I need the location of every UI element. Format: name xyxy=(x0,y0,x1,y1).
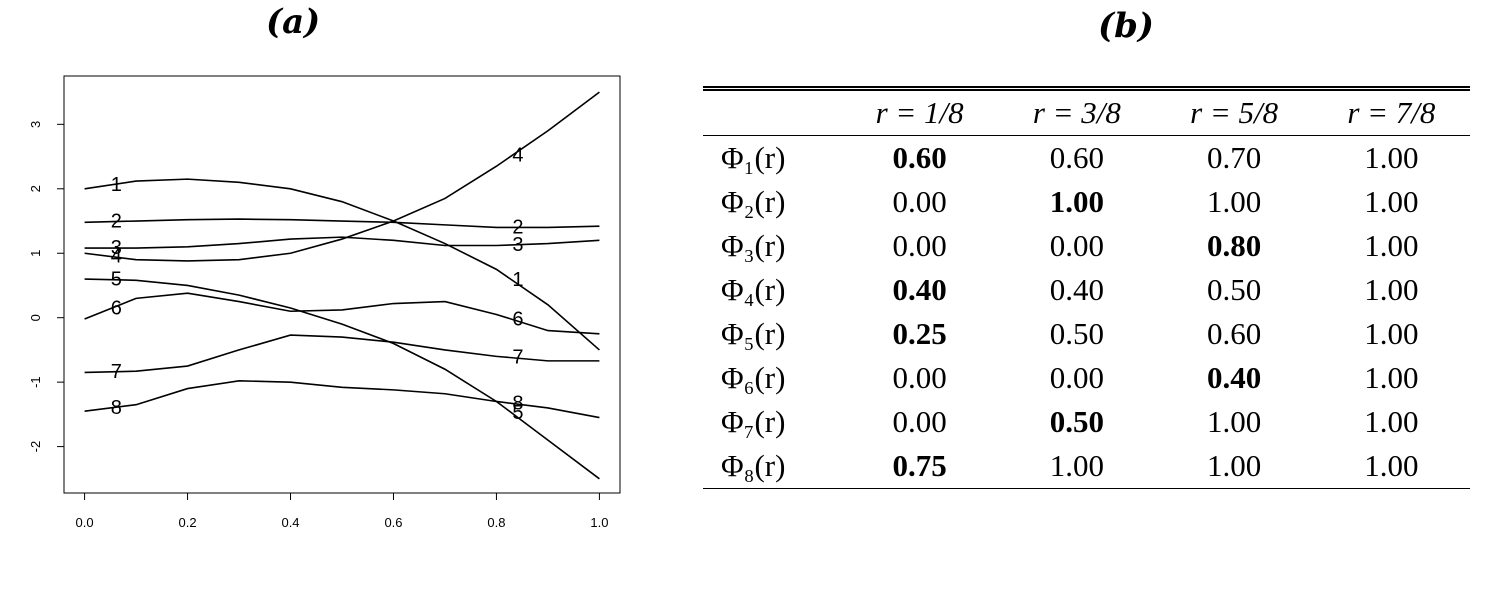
x-tick-label: 0.8 xyxy=(487,515,505,530)
cell: 1.00 xyxy=(1207,184,1262,219)
series-label: 8 xyxy=(512,392,523,414)
series-label: 6 xyxy=(512,308,523,330)
row-label: Φ₂(r) xyxy=(721,184,786,219)
cell: 0.50 xyxy=(1049,404,1104,439)
series-label: 6 xyxy=(111,298,122,320)
series-label: 2 xyxy=(512,216,523,238)
row-label: Φ₁(r) xyxy=(721,140,786,175)
cell: 1.00 xyxy=(1207,404,1262,439)
column-header: r = 5/8 xyxy=(1155,88,1313,136)
cell: 0.00 xyxy=(1049,228,1104,263)
line xyxy=(84,278,600,480)
line xyxy=(84,380,600,419)
cell: 0.70 xyxy=(1207,140,1262,175)
plot-frame xyxy=(63,75,621,494)
cell: 0.60 xyxy=(892,140,947,175)
y-tick-label: 0 xyxy=(28,314,43,321)
row: Φ₄(r) 0.40 0.40 0.50 1.00 xyxy=(703,268,1470,312)
y-tick-label: -1 xyxy=(28,376,43,388)
cell: 0.80 xyxy=(1207,228,1262,263)
row: Φ₃(r) 0.00 0.00 0.80 1.00 xyxy=(703,224,1470,268)
line xyxy=(84,236,600,249)
line xyxy=(84,178,600,351)
x-tick-label: 0.6 xyxy=(384,515,402,530)
cell: 1.00 xyxy=(1364,184,1419,219)
cell: 1.00 xyxy=(1364,316,1419,351)
cell: 1.00 xyxy=(1364,404,1419,439)
cell: 1.00 xyxy=(1049,184,1104,219)
x-tick-label: 0.2 xyxy=(179,515,197,530)
cell: 0.75 xyxy=(841,444,999,489)
series-label: 2 xyxy=(111,211,122,233)
x-tick-label: 0.4 xyxy=(281,515,299,530)
cell: 0.00 xyxy=(892,228,947,263)
cell: 0.60 xyxy=(1049,140,1104,175)
cell: 0.00 xyxy=(892,404,947,439)
series-label: 7 xyxy=(512,347,523,369)
row-label: Φ₃(r) xyxy=(721,228,786,263)
cell: 0.50 xyxy=(1049,316,1104,351)
cell: 1.00 xyxy=(1364,140,1419,175)
row: Φ₆(r) 0.00 0.00 0.40 1.00 xyxy=(703,356,1470,400)
series-label: 5 xyxy=(111,269,122,291)
cell: 0.40 xyxy=(1049,272,1104,307)
cell: 0.50 xyxy=(1207,272,1262,307)
series-label: 4 xyxy=(111,245,122,267)
chart-title: (a) xyxy=(266,2,321,42)
series-label: 1 xyxy=(512,269,523,291)
x-tick-label: 0.0 xyxy=(76,515,94,530)
cell: 0.25 xyxy=(892,316,947,351)
cell: 0.00 xyxy=(892,360,947,395)
row: Φ₈(r) 0.75 1.00 1.00 1.00 xyxy=(703,444,1470,489)
table: r = 1/8 r = 3/8 r = 5/8 r = 7/8 Φ₁(r) 0.60 0.6… xyxy=(703,86,1470,489)
column-header: r = 3/8 xyxy=(998,88,1156,136)
cell: 1.00 xyxy=(1364,360,1419,395)
cell: 0.60 xyxy=(1207,316,1262,351)
y-tick-label: -2 xyxy=(28,441,43,453)
x-tick-label: 1.0 xyxy=(590,515,608,530)
line xyxy=(84,292,600,335)
cell: 1.00 xyxy=(1364,228,1419,263)
row: Φ₁(r) 0.60 0.60 0.70 1.00 xyxy=(703,136,1470,181)
row-label: Φ₈(r) xyxy=(703,444,841,489)
table-title: (b) xyxy=(1098,6,1154,46)
y-tick-label: 3 xyxy=(28,121,43,128)
series-label: 3 xyxy=(512,234,523,256)
series-label: 7 xyxy=(111,361,122,383)
cell: 1.00 xyxy=(1364,272,1419,307)
y-tick-label: 2 xyxy=(28,185,43,192)
row-label: Φ₄(r) xyxy=(721,272,786,307)
y-tick-label: 1 xyxy=(28,250,43,257)
cell: 1.00 xyxy=(998,444,1156,489)
row: Φ₂(r) 0.00 1.00 1.00 1.00 xyxy=(703,180,1470,224)
series-label: 1 xyxy=(111,174,122,196)
row-label: Φ₅(r) xyxy=(721,316,786,351)
corner xyxy=(703,88,841,136)
cell: 1.00 xyxy=(1312,444,1470,489)
header-row: r = 1/8 r = 3/8 r = 5/8 r = 7/8 xyxy=(703,88,1470,136)
series-label: 3 xyxy=(111,237,122,259)
series-label: 5 xyxy=(512,402,523,424)
cell: 0.40 xyxy=(1207,360,1262,395)
series-label: 4 xyxy=(512,145,523,167)
row: Φ₇(r) 0.00 0.50 1.00 1.00 xyxy=(703,400,1470,444)
line xyxy=(84,334,600,374)
line xyxy=(84,91,600,262)
row-label: Φ₇(r) xyxy=(721,404,786,439)
cell: 0.40 xyxy=(892,272,947,307)
line xyxy=(84,218,600,229)
row: Φ₅(r) 0.25 0.50 0.60 1.00 xyxy=(703,312,1470,356)
series-label: 8 xyxy=(111,397,122,419)
row-label: Φ₆(r) xyxy=(721,360,786,395)
cell: 1.00 xyxy=(1155,444,1313,489)
cell: 0.00 xyxy=(1049,360,1104,395)
column-header: r = 1/8 xyxy=(841,88,999,136)
cell: 0.00 xyxy=(892,184,947,219)
column-header: r = 7/8 xyxy=(1312,88,1470,136)
